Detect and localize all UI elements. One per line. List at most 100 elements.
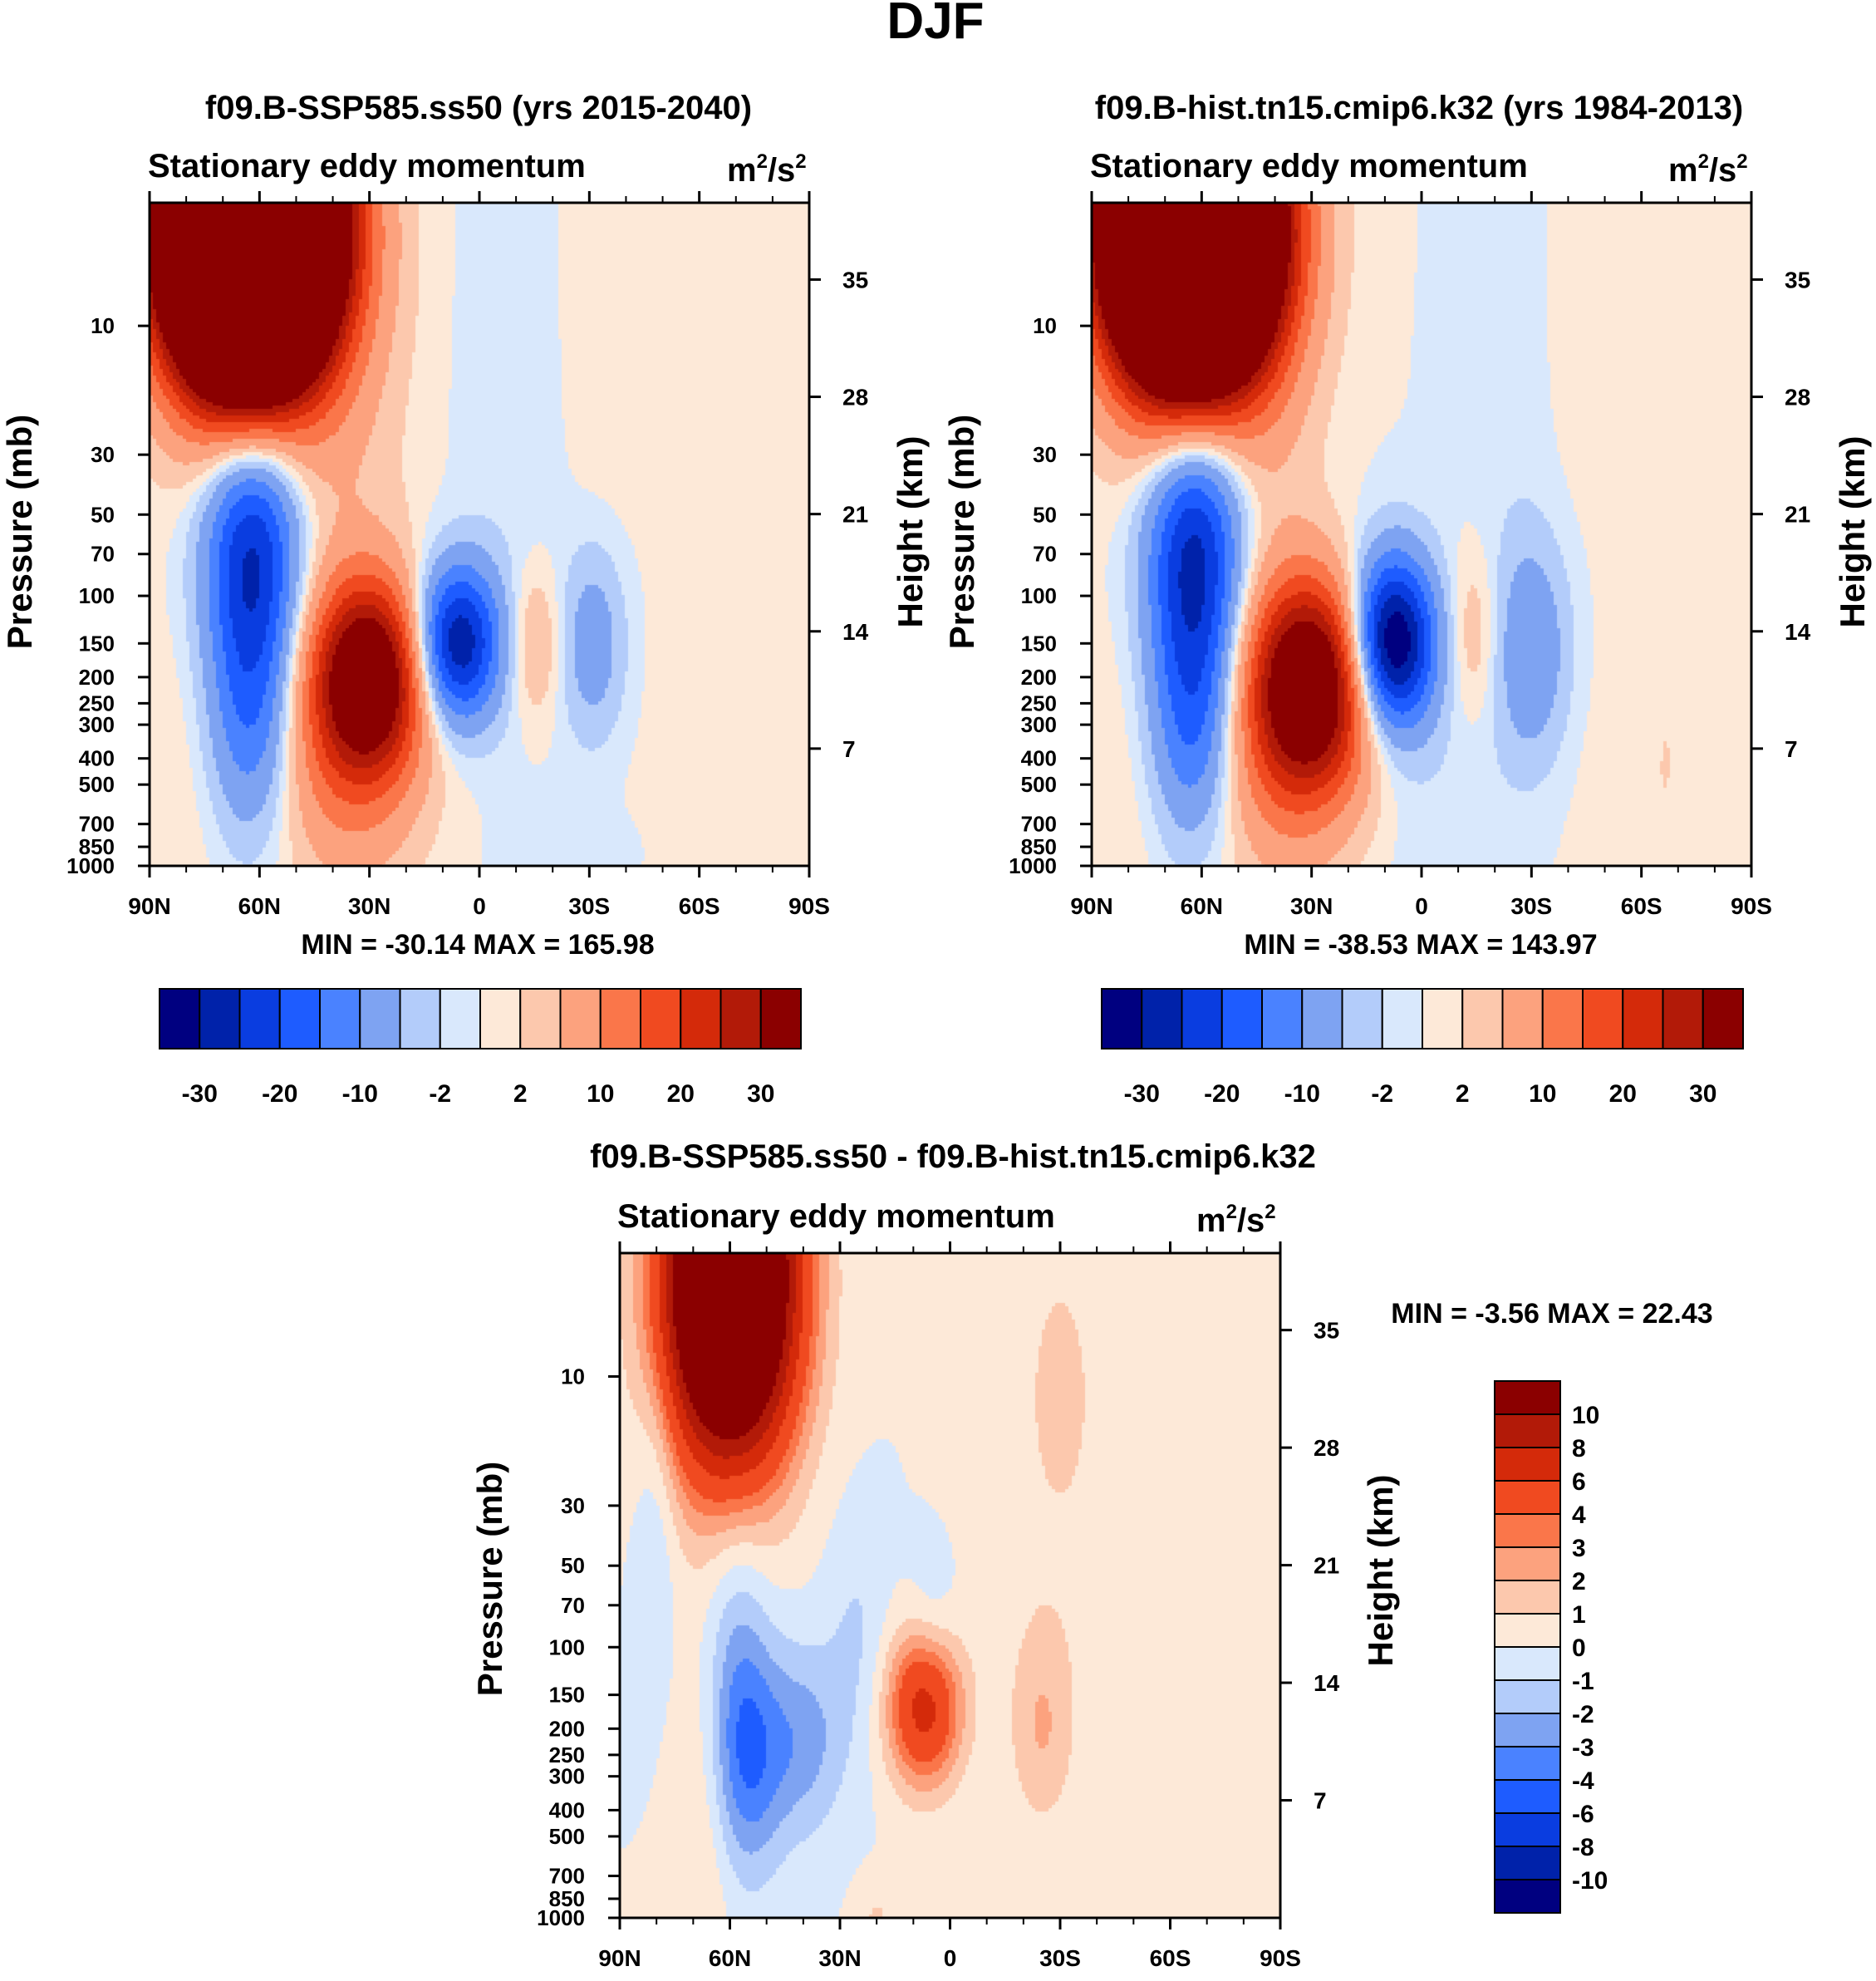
y-tick-label: 1000 <box>537 1905 585 1930</box>
x-tick-label: 90N <box>1070 893 1112 919</box>
y-tick-label: 200 <box>1021 665 1057 690</box>
colorbar-label: -2 <box>1572 1701 1594 1728</box>
x-tick-label: 0 <box>473 893 486 919</box>
y-tick-label: 70 <box>561 1593 585 1618</box>
h-tick-label: 21 <box>1314 1553 1339 1579</box>
colorbar-box <box>278 988 321 1049</box>
y-tick-label: 50 <box>91 502 115 527</box>
colorbar-box <box>1494 1746 1561 1781</box>
colorbar-label: 3 <box>1572 1535 1586 1562</box>
colorbar-label: 10 <box>1572 1402 1599 1429</box>
h-tick-label: 28 <box>842 385 868 410</box>
y-tick-label: 200 <box>549 1716 585 1741</box>
panel-title: f09.B-hist.tn15.cmip6.k32 (yrs 1984-2013… <box>1095 90 1743 126</box>
y-axis-label: Pressure (mb) <box>0 415 39 649</box>
colorbar-label: -20 <box>1204 1080 1240 1108</box>
colorbar-box <box>1494 1613 1561 1648</box>
y-tick-label: 150 <box>79 631 115 656</box>
y-tick-label: 1000 <box>1009 853 1057 878</box>
left-string: Stationary eddy momentum <box>148 148 586 184</box>
x-tick-label: 30N <box>818 1945 861 1971</box>
colorbar-label: -10 <box>342 1080 378 1108</box>
colorbar-box <box>519 988 562 1049</box>
x-tick-label: 30N <box>348 893 390 919</box>
colorbar-box <box>1541 988 1584 1049</box>
x-tick-label: 90S <box>1260 1945 1301 1971</box>
y-tick-label: 300 <box>549 1764 585 1789</box>
colorbar-label: 1 <box>1572 1601 1586 1629</box>
colorbar-box <box>1494 1580 1561 1615</box>
y-tick-label: 500 <box>1021 772 1057 797</box>
y-tick-label: 10 <box>91 313 115 338</box>
contour-plot <box>1092 203 1751 866</box>
y-tick-label: 500 <box>549 1824 585 1849</box>
colorbar-box <box>439 988 481 1049</box>
x-tick-label: 0 <box>1415 893 1428 919</box>
colorbar-box <box>640 988 682 1049</box>
x-tick-label: 30N <box>1290 893 1333 919</box>
y-tick-label: 850 <box>549 1886 585 1911</box>
y-tick-label: 250 <box>1021 691 1057 715</box>
contour-plot <box>620 1253 1280 1918</box>
colorbar-box <box>1220 988 1263 1049</box>
colorbar-box <box>1494 1646 1561 1681</box>
colorbar-box <box>1501 988 1544 1049</box>
colorbar-box <box>1494 1380 1561 1415</box>
y-tick-label: 850 <box>1021 834 1057 859</box>
y-tick-label: 300 <box>1021 712 1057 737</box>
plot-axes: 90N 60N 30N 0 30S 60S 90S103050701001502002503… <box>1009 191 1811 919</box>
h-tick-label: 7 <box>1785 736 1798 762</box>
colorbar-box <box>1381 988 1423 1049</box>
colorbar-box <box>559 988 602 1049</box>
h-tick-label: 35 <box>1785 267 1810 292</box>
min-max-label: MIN = -30.14 MAX = 165.98 <box>301 929 654 961</box>
colorbar-label: -4 <box>1572 1767 1594 1795</box>
panel-difference: f09.B-SSP585.ss50 - f09.B-hist.tn15.cmip… <box>470 1138 1713 1971</box>
contour-field <box>1092 203 1751 866</box>
x-tick-label: 30S <box>1510 893 1552 919</box>
colorbar-label: 6 <box>1572 1468 1586 1496</box>
min-max-label: MIN = -3.56 MAX = 22.43 <box>1391 1298 1712 1330</box>
x-tick-label: 0 <box>944 1945 957 1971</box>
units-label: m2/s2 <box>1196 1201 1276 1239</box>
y-tick-label: 70 <box>91 542 115 567</box>
colorbar-box <box>399 988 441 1049</box>
colorbar-box <box>159 988 201 1049</box>
colorbar-box <box>1494 1413 1561 1448</box>
colorbar-label: 4 <box>1572 1502 1586 1529</box>
colorbar-box <box>1494 1447 1561 1482</box>
colorbar-label: 2 <box>1572 1568 1586 1595</box>
x-tick-label: 30S <box>1039 1945 1081 1971</box>
panel-title: f09.B-SSP585.ss50 - f09.B-hist.tn15.cmip… <box>590 1138 1316 1175</box>
h-tick-label: 14 <box>842 619 869 645</box>
contour-field <box>150 203 809 866</box>
colorbar-box <box>1341 988 1383 1049</box>
left-string: Stationary eddy momentum <box>617 1198 1055 1235</box>
panel-hist: f09.B-hist.tn15.cmip6.k32 (yrs 1984-2013… <box>942 90 1872 1108</box>
colorbar-box <box>1494 1679 1561 1714</box>
h-tick-label: 21 <box>1785 502 1810 528</box>
colorbar-box <box>1261 988 1304 1049</box>
x-tick-label: 90S <box>788 893 830 919</box>
y-tick-label: 70 <box>1033 542 1057 567</box>
y-tick-label: 400 <box>79 746 115 771</box>
y-tick-label: 700 <box>79 812 115 837</box>
colorbar-label: -3 <box>1572 1734 1594 1762</box>
y-tick-label: 200 <box>79 665 115 690</box>
figure-title: DJF <box>886 0 984 50</box>
x-tick-label: 60N <box>709 1945 751 1971</box>
y-tick-label: 150 <box>1021 631 1057 656</box>
colorbar-label: -1 <box>1572 1668 1594 1695</box>
colorbar-box <box>1301 988 1343 1049</box>
colorbar-box <box>1622 988 1664 1049</box>
contour-plot <box>150 203 809 866</box>
min-max-label: MIN = -38.53 MAX = 143.97 <box>1244 929 1597 961</box>
colorbar-label: 30 <box>1689 1080 1716 1108</box>
colorbar-label: -2 <box>1371 1080 1393 1108</box>
h-tick-label: 21 <box>842 502 868 528</box>
y-tick-label: 700 <box>1021 812 1057 837</box>
y-tick-label: 400 <box>1021 746 1057 771</box>
colorbar-box <box>599 988 641 1049</box>
